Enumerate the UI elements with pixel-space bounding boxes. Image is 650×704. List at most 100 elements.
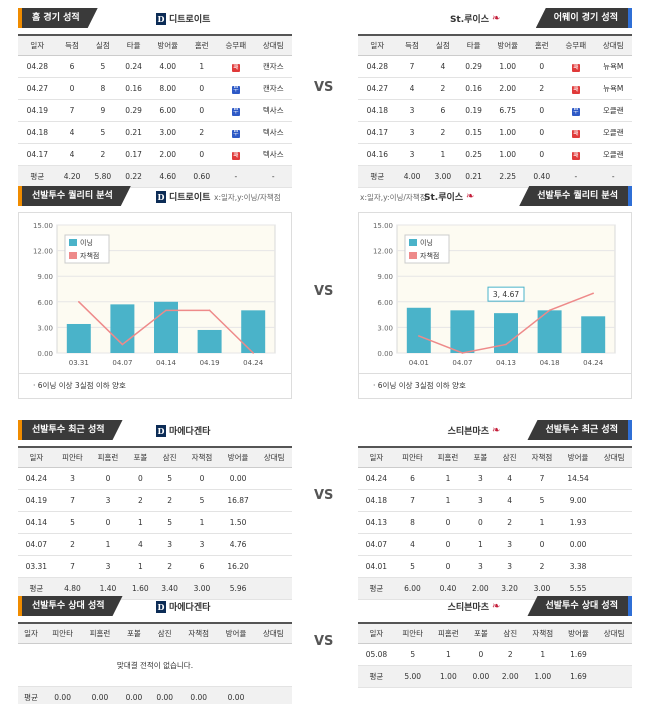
table-cell: 0.29: [458, 55, 489, 78]
vs-label: VS: [314, 634, 334, 649]
average-cell: 5.00: [394, 665, 431, 688]
tooltip-text: 3, 4.67: [493, 290, 519, 299]
table-cell: 5: [394, 555, 431, 578]
table-cell: [596, 555, 632, 578]
table-cell: 4: [494, 467, 525, 490]
table-cell: 3: [494, 533, 525, 556]
away-pitcher-label: 스티븐마츠 ❧: [448, 424, 506, 437]
away-record-panel: 어웨이 경기 성적 St.루이스 ❧ 일자 득점 실점 타율 방어율 홈런 승무패 상대팀 0…: [358, 8, 632, 188]
away-pitcher-h2h-table: 일자 피안타 피홈런 포볼 삼진 자책점 방어율 상대팀 05.08 5 1 0 2 1 1.69 평균 5.…: [358, 622, 632, 688]
col-header: 방어율: [219, 447, 257, 468]
home-h2h-pitcher-label: D 마에다겐타: [156, 600, 210, 613]
average-cell: -: [557, 165, 595, 188]
legend-swatch: [409, 252, 417, 259]
y-tick-label: 6.00: [37, 299, 53, 307]
home-quality-chart-svg: 0.00 3.00 6.00 9.00 12.00 15.00 03.31 04.07 04.1…: [33, 222, 276, 367]
table-cell: 04.18: [18, 121, 57, 144]
y-tick-label: 12.00: [33, 248, 53, 256]
result-cell: 패: [557, 55, 595, 78]
legend-swatch: [69, 252, 77, 259]
table-row: 05.08 5 1 0 2 1 1.69: [358, 643, 632, 666]
y-tick-label: 0.00: [377, 350, 393, 358]
table-cell: 3: [494, 555, 525, 578]
table-cell: 04.19: [18, 99, 57, 122]
table-cell: 16.20: [219, 555, 257, 578]
table-cell: 04.28: [18, 55, 57, 78]
col-header: 피안타: [43, 623, 82, 644]
average-row: 평균 4.00 3.00 0.21 2.25 0.40- -: [358, 165, 632, 188]
table-cell: 0.17: [118, 143, 149, 166]
col-header: 상대팀: [256, 447, 292, 468]
table-cell: 2.00: [489, 77, 527, 100]
table-cell: 0.00: [559, 533, 597, 556]
average-row: 평균 5.00 1.00 0.00 2.00 1.00 1.69: [358, 665, 632, 688]
col-header: 피안타: [394, 447, 431, 468]
table-cell: 4: [494, 489, 525, 512]
axis-note: x:일자,y:이닝/자책점: [360, 193, 427, 202]
table-cell: 5: [154, 511, 185, 534]
table-cell: 3: [465, 489, 495, 512]
col-header: 홈런: [526, 35, 558, 56]
result-badge: 패: [231, 151, 240, 160]
average-cell: 0.21: [458, 165, 489, 188]
average-cell: 0.00: [466, 665, 496, 688]
table-cell: [596, 489, 632, 512]
table-cell: 8: [87, 77, 119, 100]
col-header: 피홈런: [430, 447, 466, 468]
home-pitcher-recent-title: 선발투수 최근 성적: [18, 420, 123, 440]
legend-label: 자책점: [420, 251, 439, 260]
x-tick-label: 04.07: [112, 359, 132, 367]
table-cell: 0: [186, 143, 218, 166]
average-cell: 2.00: [465, 577, 495, 600]
table-cell: 1: [465, 533, 495, 556]
table-row: 04.01 5 0 3 3 2 3.38: [358, 555, 632, 578]
col-header: 상대팀: [254, 623, 292, 644]
average-cell: -: [254, 165, 292, 188]
table-cell: 2: [87, 143, 119, 166]
table-cell: 04.27: [358, 77, 397, 100]
average-row: 평균 6.00 0.40 2.00 3.20 3.00 5.55: [358, 577, 632, 600]
no-record-row: 맞대결 전적이 없습니다.: [18, 643, 292, 687]
average-cell: 0.00: [81, 686, 119, 704]
x-tick-label: 04.14: [156, 359, 177, 367]
table-cell: 4: [56, 121, 88, 144]
inning-bar: [406, 307, 431, 353]
y-tick-label: 9.00: [377, 273, 393, 281]
table-cell: 2: [526, 77, 558, 100]
legend-swatch: [69, 239, 77, 246]
table-cell: 0.15: [458, 121, 489, 144]
inning-bar: [154, 301, 178, 353]
average-cell: 0.40: [430, 577, 466, 600]
table-cell: 3: [396, 143, 428, 166]
average-cell: 0.40: [526, 165, 558, 188]
table-cell: 4: [394, 533, 431, 556]
vs-label: VS: [314, 80, 334, 95]
y-tick-label: 15.00: [373, 222, 393, 230]
away-team-label: St.루이스 ❧: [450, 12, 506, 25]
table-cell: 0: [524, 533, 560, 556]
table-row: 04.24 6 1 3 4 7 14.54: [358, 467, 632, 490]
table-cell: 2: [427, 77, 459, 100]
table-cell: 6: [394, 467, 431, 490]
col-header: 피홈런: [81, 623, 119, 644]
earned-run-point: [252, 352, 254, 354]
table-cell: 0: [430, 533, 466, 556]
y-tick-label: 0.00: [37, 350, 53, 358]
table-header: 일자 득점 실점 타율 방어율 홈런 승무패 상대팀: [358, 35, 632, 56]
average-cell: [596, 665, 632, 688]
tooltip: 3, 4.67: [487, 286, 525, 302]
away-quality-chart-svg: 0.00 3.00 6.00 9.00 12.00 15.00 04.01 04.07 04.1…: [373, 222, 616, 367]
table-cell: 04.17: [358, 121, 397, 144]
table-cell: 2: [494, 511, 525, 534]
table-cell: 05.08: [358, 643, 395, 666]
average-row: 평균 0.00 0.00 0.00 0.00 0.00 0.00: [18, 686, 292, 704]
table-cell: 1.00: [489, 121, 527, 144]
average-cell: 3.00: [427, 165, 459, 188]
result-cell: 무: [217, 77, 255, 100]
table-cell: [596, 467, 632, 490]
col-header: 피안타: [394, 623, 431, 644]
average-cell: 4.60: [149, 165, 187, 188]
table-cell: 3: [465, 467, 495, 490]
average-cell: 1.69: [560, 665, 597, 688]
